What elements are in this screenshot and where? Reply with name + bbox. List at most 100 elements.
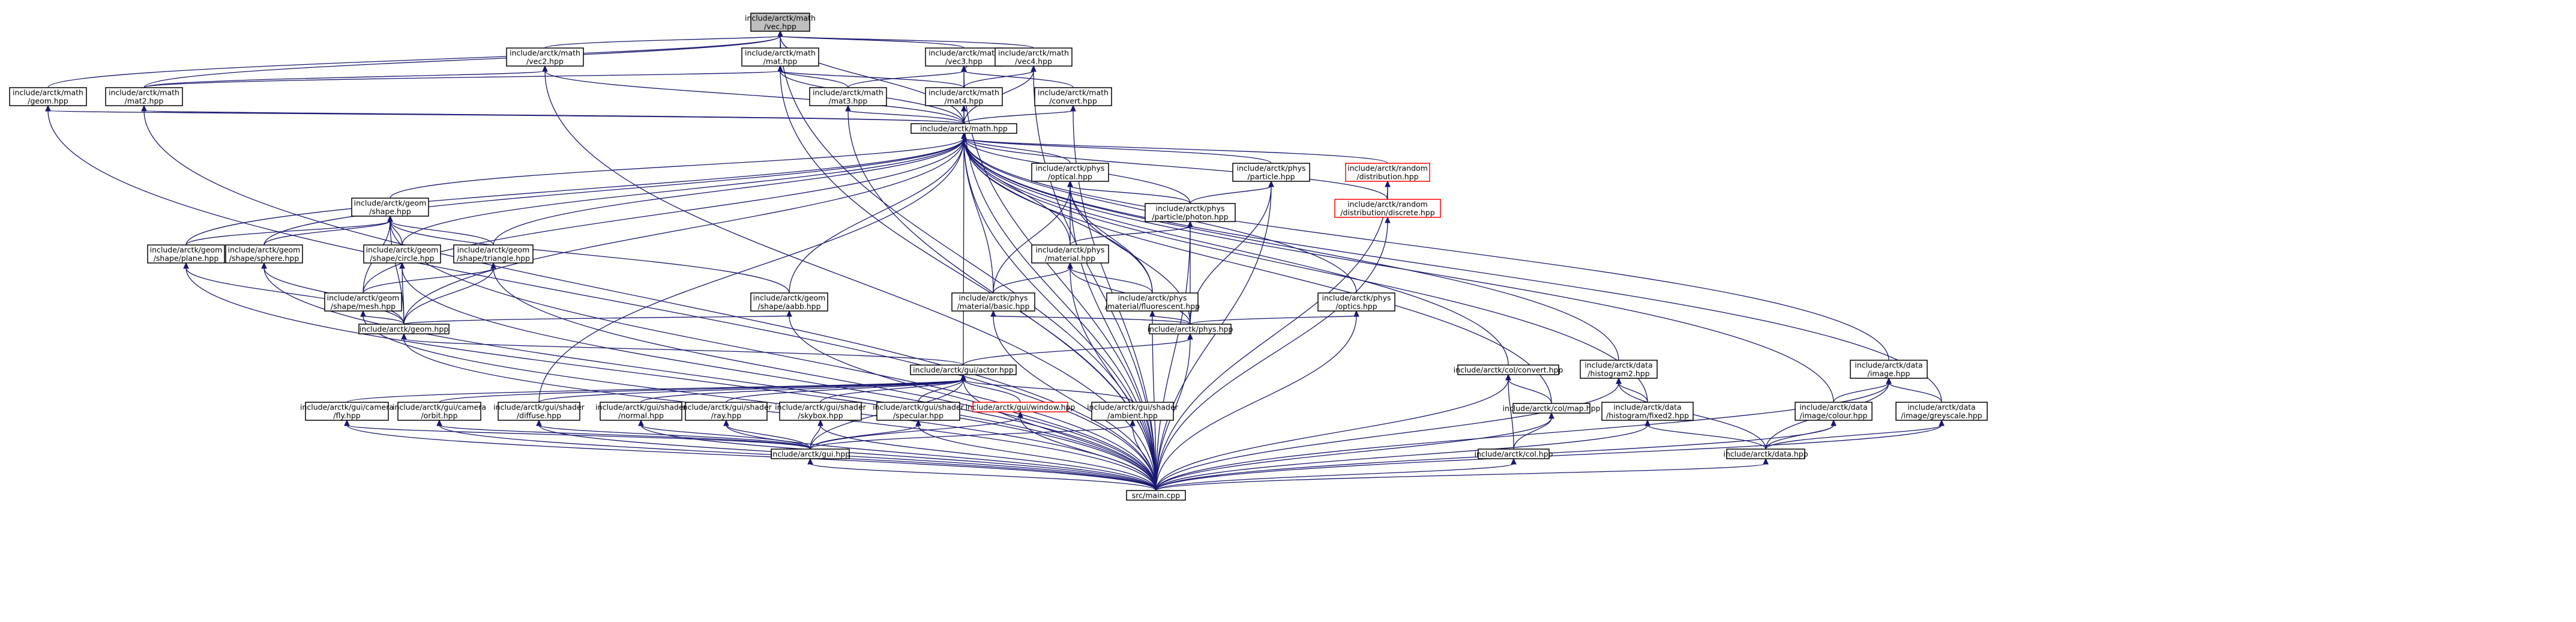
node-mat2[interactable]: include/arctk/math/mat2.hpp (105, 87, 183, 106)
node-data[interactable]: include/arctk/data.hpp (1723, 448, 1808, 459)
node-vec[interactable]: include/arctk/math/vec.hpp (745, 13, 816, 32)
edge-arrowhead (1268, 180, 1274, 187)
edge-line (544, 70, 964, 124)
edge-line (963, 137, 1157, 491)
node-math[interactable]: include/arctk/math.hpp (910, 123, 1017, 134)
edge-colmap-to-col (1513, 412, 1554, 450)
edge-mat-to-mat2 (143, 65, 783, 88)
node-actor[interactable]: include/arctk/gui/actor.hpp (910, 364, 1017, 375)
edge-colmap-to-main (1155, 412, 1554, 491)
edge-arrowhead (401, 333, 407, 340)
node-mat3[interactable]: include/arctk/math/mat3.hpp (809, 87, 887, 106)
node-geom_m[interactable]: include/arctk/math/geom.hpp (9, 87, 87, 106)
edge-convert-to-math (963, 104, 1076, 124)
node-ambient[interactable]: include/arctk/gui/shader/ambient.hpp (1087, 402, 1179, 421)
node-shape[interactable]: include/arctk/geom/shape.hpp (351, 198, 429, 217)
node-optical[interactable]: include/arctk/phys/optical.hpp (1031, 163, 1109, 182)
edge-line (403, 137, 964, 325)
node-optics[interactable]: include/arctk/phys/optics.hpp (1317, 292, 1395, 312)
node-material[interactable]: include/arctk/phys/material.hpp (1031, 244, 1109, 264)
edge-line (963, 137, 964, 366)
edge-line (538, 137, 964, 403)
node-box (1512, 403, 1590, 414)
node-skybox[interactable]: include/arctk/gui/shader/skybox.hpp (775, 402, 867, 421)
node-box (1232, 163, 1310, 182)
node-label: /mat.hpp (763, 57, 798, 66)
edge-line (363, 137, 964, 294)
node-geom[interactable]: include/arctk/geom.hpp (358, 324, 450, 334)
node-triangle[interactable]: include/arctk/geom/shape/triangle.hpp (453, 244, 534, 264)
edge-fly-to-gui (344, 419, 811, 450)
edge-line (1513, 417, 1552, 450)
edge-line (1647, 424, 1766, 450)
edge-arrowhead (536, 419, 542, 426)
node-sphere[interactable]: include/arctk/geom/shape/sphere.hpp (225, 244, 303, 264)
node-colour[interactable]: include/arctk/data/image/colour.hpp (1795, 402, 1873, 421)
edge-arrowhead (1939, 419, 1945, 426)
node-basic[interactable]: include/arctk/phys/material/basic.hpp (951, 292, 1035, 312)
edge-line (538, 379, 964, 403)
edge-arrowhead (786, 310, 792, 317)
edge-line (963, 338, 1191, 366)
edge-arrowhead (1505, 373, 1511, 381)
edge-optics-to-main (1155, 310, 1359, 491)
edge-mat2-to-math (141, 104, 964, 124)
node-box (750, 292, 828, 312)
node-circle[interactable]: include/arctk/geom/shape/circle.hpp (363, 244, 441, 264)
node-greyscale[interactable]: include/arctk/data/image/greyscale.hpp (1895, 402, 1988, 421)
edge-line (1070, 267, 1157, 491)
node-histogram2[interactable]: include/arctk/data/histogram2.hpp (1580, 360, 1658, 379)
edge-line (1155, 463, 1766, 491)
node-orbit[interactable]: include/arctk/gui/camera/orbit.hpp (393, 402, 486, 421)
edge-line (726, 424, 1157, 491)
node-ray[interactable]: include/arctk/gui/shader/ray.hpp (681, 402, 772, 421)
node-phys[interactable]: include/arctk/phys.hpp (1148, 324, 1233, 334)
edge-particle-to-photon (1190, 180, 1274, 204)
node-label: /orbit.hpp (421, 411, 457, 420)
edge-colconvert-to-main (1155, 373, 1511, 491)
node-window[interactable]: include/arctk/gui/window.hpp (966, 402, 1076, 412)
node-gui[interactable]: include/arctk/gui.hpp (771, 448, 850, 459)
node-fluorescent[interactable]: include/arctk/phys/material/fluorescent.… (1105, 292, 1200, 312)
edge-line (780, 70, 964, 88)
edge-line (726, 424, 811, 450)
node-mat4[interactable]: include/arctk/math/mat4.hpp (925, 87, 1003, 106)
node-discrete[interactable]: include/arctk/random/distribution/discre… (1334, 199, 1441, 218)
node-mat[interactable]: include/arctk/math/mat.hpp (741, 47, 819, 67)
node-box (1726, 448, 1805, 459)
edge-line (1152, 315, 1157, 491)
node-box (453, 244, 534, 264)
node-fixed2[interactable]: include/arctk/data/histogram/fixed2.hpp (1601, 402, 1694, 421)
node-colconvert[interactable]: include/arctk/col/convert.hpp (1454, 364, 1563, 375)
node-normal[interactable]: include/arctk/gui/shader/normal.hpp (595, 402, 687, 421)
edge-arrowhead (1385, 216, 1391, 223)
node-main[interactable]: src/main.cpp (1126, 490, 1186, 501)
node-distribution[interactable]: include/arctk/random/distribution.hpp (1345, 163, 1430, 182)
node-diffuse[interactable]: include/arctk/gui/shader/diffuse.hpp (493, 402, 585, 421)
node-vec3[interactable]: include/arctk/math/vec3.hpp (925, 47, 1003, 67)
edge-line (963, 137, 1889, 361)
node-mesh[interactable]: include/arctk/geom/shape/mesh.hpp (324, 292, 402, 312)
edge-particle-to-main (1155, 180, 1274, 491)
node-box (779, 402, 862, 421)
node-photon[interactable]: include/arctk/phys/particle/photon.hpp (1145, 203, 1236, 222)
edge-line (963, 137, 1834, 403)
node-vec2[interactable]: include/arctk/math/vec2.hpp (506, 47, 584, 67)
node-label: /shape/sphere.hpp (229, 254, 299, 263)
node-particle[interactable]: include/arctk/phys/particle.hpp (1232, 163, 1310, 182)
edge-line (363, 315, 405, 325)
node-col[interactable]: include/arctk/col.hpp (1474, 448, 1553, 459)
edge-distribution-to-main (1155, 180, 1391, 491)
node-specular[interactable]: include/arctk/gui/shader/specular.hpp (873, 402, 964, 421)
node-fly[interactable]: include/arctk/gui/camera/fly.hpp (300, 402, 394, 421)
node-colmap[interactable]: include/arctk/col/map.hpp (1503, 403, 1601, 414)
edge-line (993, 186, 1071, 294)
node-plane[interactable]: include/arctk/geom/shape/plane.hpp (147, 244, 225, 264)
edge-shape-to-main (387, 215, 1157, 491)
node-convert[interactable]: include/arctk/math/convert.hpp (1034, 87, 1112, 106)
edge-mat4-to-main (961, 104, 1157, 491)
edge-arrowhead (915, 419, 921, 426)
node-vec4[interactable]: include/arctk/math/vec4.hpp (995, 47, 1073, 67)
node-aabb[interactable]: include/arctk/geom/shape/aabb.hpp (750, 292, 828, 312)
node-image[interactable]: include/arctk/data/image.hpp (1850, 360, 1928, 379)
